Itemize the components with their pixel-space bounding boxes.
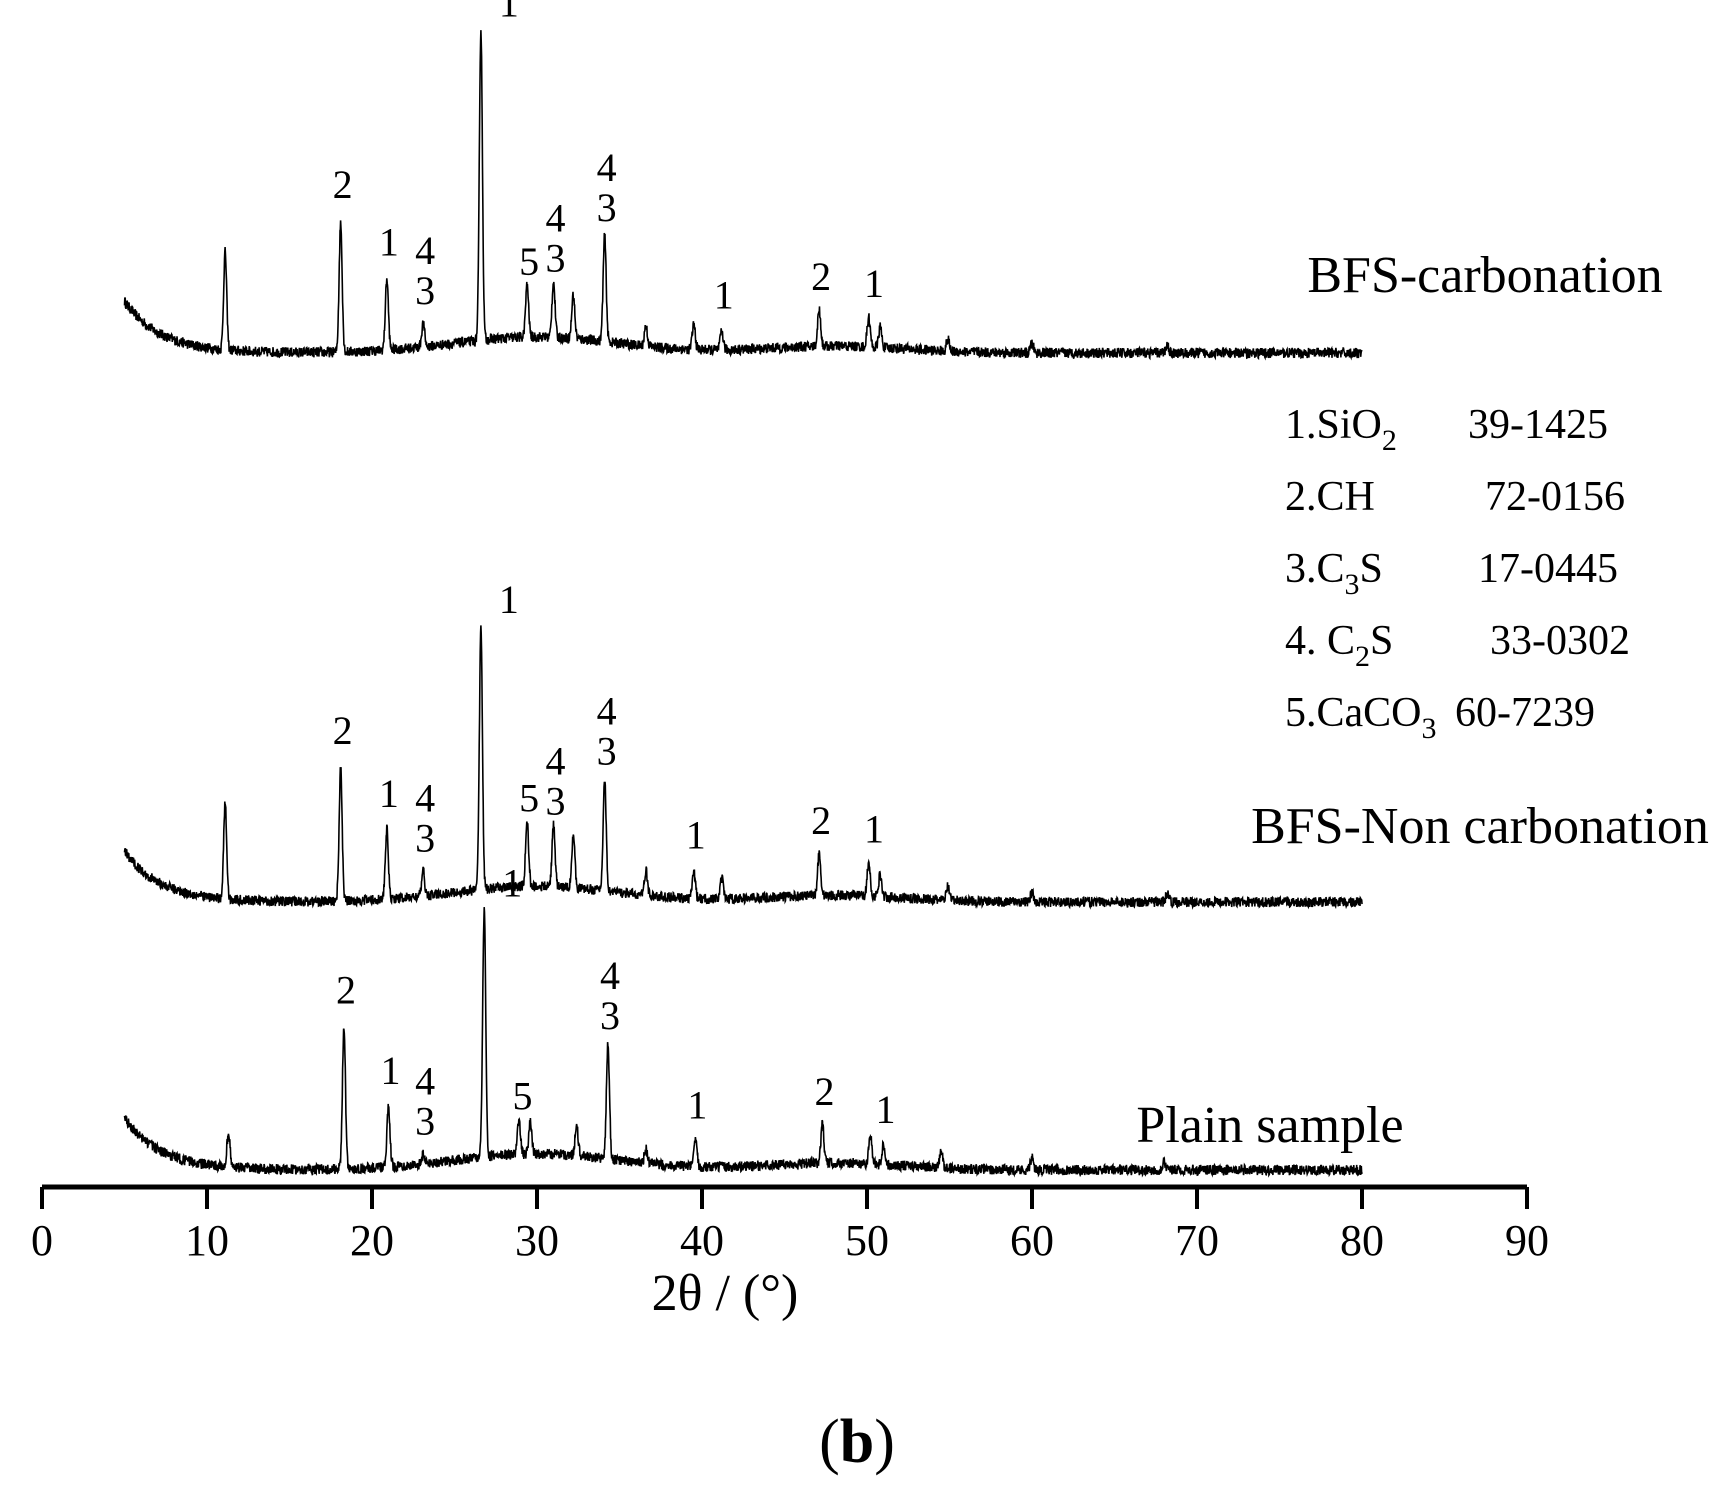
series-label-0: BFS-carbonation: [1307, 247, 1662, 304]
peak-label-1-6-0: 4: [597, 688, 617, 733]
peak-label-2-3-0: 1: [502, 861, 522, 906]
legend-card-4: 60-7239: [1455, 690, 1595, 736]
x-tick-label-2: 20: [350, 1216, 394, 1265]
x-tick-label-4: 40: [680, 1216, 724, 1265]
peak-label-2-2-1: 3: [415, 1099, 435, 1144]
diffraction-traces: [123, 30, 1363, 1178]
peak-label-0-5-1: 3: [546, 236, 566, 281]
peak-label-1-7-0: 1: [686, 812, 706, 857]
peak-label-0-0-0: 2: [333, 162, 353, 207]
legend-entry-3: 4. C2S: [1285, 618, 1393, 673]
series-label-group: BFS-carbonation BFS-Non carbonation Plain …: [1136, 247, 1709, 1154]
x-tick-label-8: 80: [1340, 1216, 1384, 1265]
peak-label-2-8-0: 1: [876, 1087, 896, 1132]
x-tick-label-5: 50: [845, 1216, 889, 1265]
peak-label-1-2-1: 3: [415, 816, 435, 861]
panel-label-open: (: [819, 1408, 840, 1476]
peak-label-1-0-0: 2: [333, 708, 353, 753]
x-axis: 0 10 20 30 40 50 60 70 80 90: [31, 1184, 1549, 1265]
legend-card-3: 33-0302: [1490, 618, 1630, 664]
trace-1: [123, 625, 1363, 910]
x-tick-label-6: 60: [1010, 1216, 1054, 1265]
peak-label-0-8-0: 2: [811, 254, 831, 299]
peak-label-1-5-1: 3: [546, 779, 566, 824]
peak-label-2-4-0: 5: [513, 1073, 533, 1118]
peak-label-0-7-0: 1: [714, 273, 734, 318]
peak-label-2-2-0: 4: [415, 1059, 435, 1104]
peak-label-1-2-0: 4: [415, 776, 435, 821]
legend-entry-2: 3.C3S: [1285, 546, 1383, 601]
legend-card-2: 17-0445: [1478, 546, 1618, 592]
peak-label-1-3-0: 1: [499, 577, 519, 622]
peak-label-1-9-0: 1: [864, 807, 884, 852]
series-label-1: BFS-Non carbonation: [1251, 798, 1709, 855]
legend-entry-1: 2.CH: [1285, 474, 1375, 520]
peak-label-0-1-0: 1: [379, 220, 399, 265]
peak-label-2-6-0: 1: [687, 1083, 707, 1128]
legend-entry-4: 5.CaCO3: [1285, 690, 1437, 745]
series-label-2: Plain sample: [1136, 1097, 1403, 1154]
x-tick-label-7: 70: [1175, 1216, 1219, 1265]
panel-label: (b): [819, 1408, 895, 1476]
panel-label-letter: b: [840, 1408, 874, 1476]
peak-label-0-2-1: 3: [415, 268, 435, 313]
x-tick-label-1: 10: [185, 1216, 229, 1265]
x-tick-label-3: 30: [515, 1216, 559, 1265]
peak-label-1-1-0: 1: [379, 771, 399, 816]
x-axis-title: 2θ / (°): [652, 1265, 799, 1322]
peak-label-2-7-0: 2: [814, 1069, 834, 1114]
peak-label-0-6-0: 4: [597, 145, 617, 190]
peak-label-0-4-0: 5: [519, 239, 539, 284]
peak-label-2-5-0: 4: [600, 953, 620, 998]
x-tick-label-0: 0: [31, 1216, 53, 1265]
trace-0: [123, 30, 1363, 361]
peak-label-0-5-0: 4: [546, 196, 566, 241]
peak-label-1-5-0: 4: [546, 739, 566, 784]
legend-card-1: 72-0156: [1485, 474, 1625, 520]
x-tick-label-9: 90: [1505, 1216, 1549, 1265]
trace-2: [123, 907, 1363, 1178]
legend-entry-0: 1.SiO2: [1285, 402, 1397, 457]
panel-label-close: ): [874, 1408, 895, 1476]
peak-label-1-8-0: 2: [811, 798, 831, 843]
peak-label-1-6-1: 3: [597, 728, 617, 773]
peak-label-0-9-0: 1: [864, 261, 884, 306]
legend-card-0: 39-1425: [1468, 402, 1608, 448]
peak-label-0-6-1: 3: [597, 185, 617, 230]
peak-label-0-2-0: 4: [415, 228, 435, 273]
legend: 1.SiO2 39-1425 2.CH 72-0156 3.C3S 17-0445 4. C…: [1285, 402, 1630, 745]
peak-label-2-5-1: 3: [600, 993, 620, 1038]
peak-label-2-0-0: 2: [336, 968, 356, 1013]
peak-label-1-4-0: 5: [519, 775, 539, 820]
peak-label-0-3-0: 1: [499, 0, 519, 25]
peak-label-2-1-0: 1: [381, 1048, 401, 1093]
